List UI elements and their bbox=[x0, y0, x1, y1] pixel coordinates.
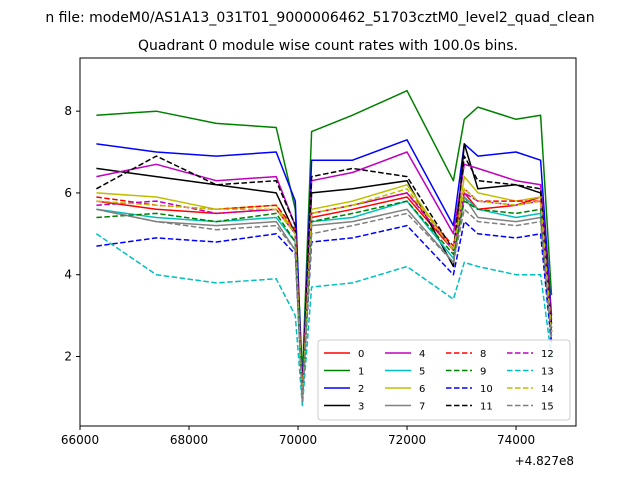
legend-label-11: 11 bbox=[480, 402, 493, 413]
x-axis-offset-label: +4.827e8 bbox=[515, 454, 574, 468]
legend-label-8: 8 bbox=[480, 349, 486, 360]
legend-label-2: 2 bbox=[358, 384, 364, 395]
legend-label-1: 1 bbox=[358, 367, 364, 378]
plot-area bbox=[79, 57, 577, 427]
series-line-7 bbox=[96, 196, 553, 403]
chart-title: Quadrant 0 module wise count rates with … bbox=[138, 38, 518, 54]
y-tick-label: 6 bbox=[64, 186, 72, 200]
series-line-2 bbox=[96, 139, 553, 390]
x-tick-label: 72000 bbox=[388, 433, 426, 447]
y-axis-ticks: 2 4 6 8 bbox=[64, 104, 80, 363]
legend-label-9: 9 bbox=[480, 367, 486, 378]
figure-suptitle: n file: modeM0/AS1A13_031T01_9000006462_… bbox=[45, 10, 594, 26]
series-line-5 bbox=[96, 196, 553, 399]
series-line-3 bbox=[96, 143, 553, 399]
x-axis-ticks: 66000 68000 70000 72000 74000 bbox=[61, 426, 535, 447]
legend-label-15: 15 bbox=[541, 402, 554, 413]
x-tick-label: 70000 bbox=[279, 433, 317, 447]
series-line-15 bbox=[96, 208, 553, 403]
y-tick-label: 2 bbox=[64, 349, 72, 363]
legend-label-14: 14 bbox=[541, 384, 554, 395]
legend-label-5: 5 bbox=[419, 367, 425, 378]
series-line-9 bbox=[96, 200, 553, 399]
series-line-1 bbox=[96, 89, 553, 378]
series-line-13 bbox=[95, 233, 553, 407]
legend-label-4: 4 bbox=[419, 349, 425, 360]
series-line-4 bbox=[96, 151, 553, 390]
legend-label-6: 6 bbox=[419, 384, 425, 395]
legend-box bbox=[317, 339, 571, 421]
x-tick-label: 68000 bbox=[170, 433, 208, 447]
x-tick-label: 74000 bbox=[497, 433, 535, 447]
y-tick-label: 4 bbox=[64, 268, 72, 282]
legend-label-12: 12 bbox=[541, 349, 554, 360]
legend-label-7: 7 bbox=[419, 402, 425, 413]
series-line-10 bbox=[96, 220, 553, 399]
legend-label-10: 10 bbox=[480, 384, 493, 395]
x-tick-label: 66000 bbox=[61, 433, 99, 447]
legend-label-3: 3 bbox=[358, 402, 364, 413]
legend-label-0: 0 bbox=[358, 349, 364, 360]
series-line-11 bbox=[96, 155, 553, 395]
y-tick-label: 8 bbox=[64, 104, 72, 118]
legend-label-13: 13 bbox=[541, 367, 554, 378]
axes-frame bbox=[79, 57, 577, 427]
series-line-14 bbox=[96, 188, 553, 399]
